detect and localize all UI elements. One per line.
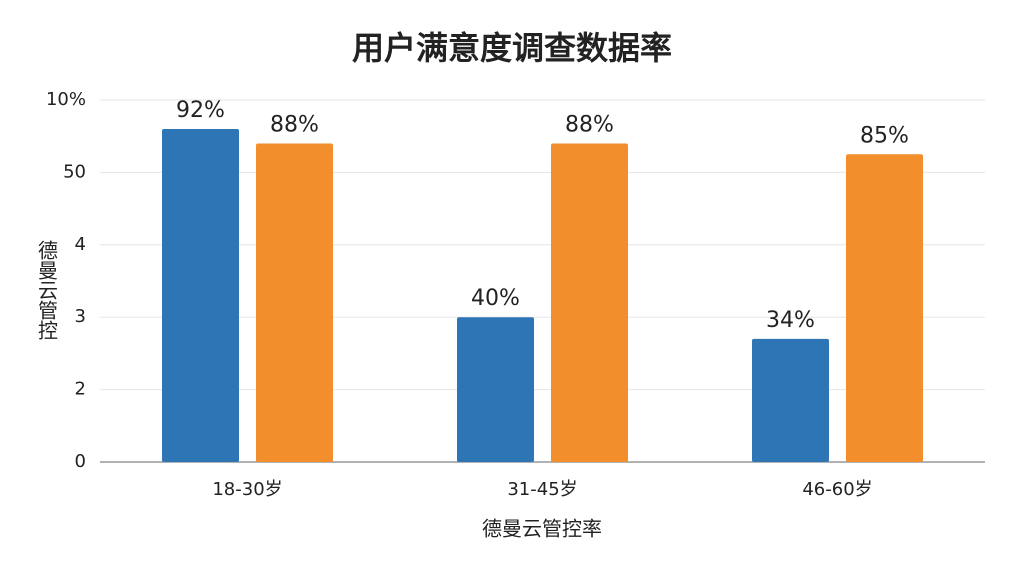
value-label: 85%	[860, 123, 909, 148]
x-tick-label: 18-30岁	[212, 479, 282, 500]
y-tick-label: 3	[75, 306, 86, 327]
bar	[551, 143, 628, 462]
y-tick-label: 4	[75, 234, 86, 255]
bar	[752, 338, 829, 462]
bar	[256, 143, 333, 462]
y-tick-label: 2	[75, 379, 86, 400]
x-tick-label: 46-60岁	[802, 479, 872, 500]
x-tick-label: 31-45岁	[507, 479, 577, 500]
value-label: 34%	[766, 308, 815, 333]
y-tick-label: 10%	[46, 89, 86, 110]
value-label: 88%	[565, 112, 614, 137]
bar	[846, 154, 923, 463]
chart-title: 用户满意度调查数据率	[352, 29, 672, 67]
value-label: 88%	[270, 112, 319, 137]
bar	[162, 128, 239, 462]
y-tick-label: 0	[75, 451, 86, 472]
y-tick-label: 50	[63, 161, 86, 182]
x-axis-title: 德曼云管控率	[482, 517, 602, 541]
value-label: 40%	[471, 286, 520, 311]
bar	[457, 317, 534, 462]
y-axis-title: 德曼云管控	[35, 240, 59, 340]
value-label: 92%	[176, 98, 225, 123]
